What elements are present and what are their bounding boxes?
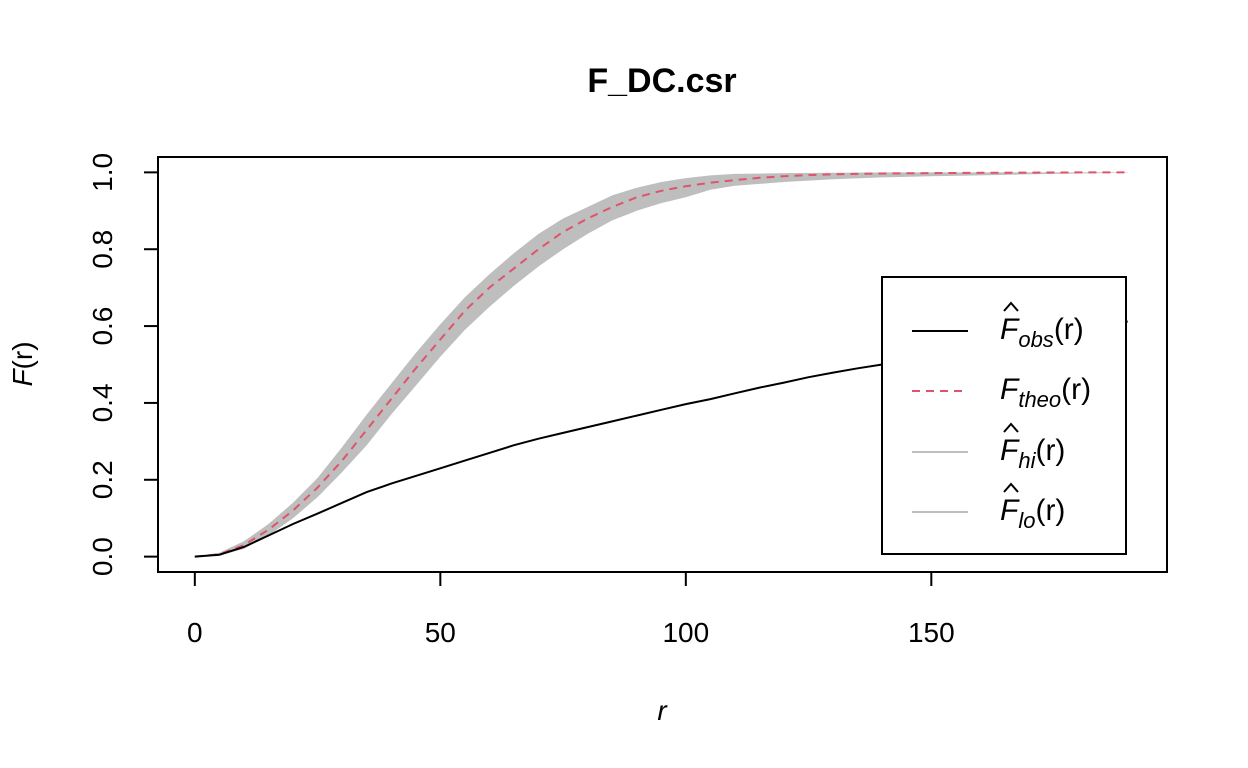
legend-label-arg: (r) <box>1035 494 1065 527</box>
legend-label-arg: (r) <box>1054 313 1084 346</box>
legend: Fobs(r)Ftheo(r)Fhi(r)Flo(r) <box>881 276 1127 555</box>
y-axis-label: F(r) <box>7 341 38 386</box>
legend-hat-obs <box>1003 301 1019 312</box>
x-tick-label: 100 <box>662 617 709 648</box>
legend-label-main: F <box>1000 313 1020 346</box>
legend-label-hi: Fhi(r) <box>1000 434 1065 473</box>
legend-label-lo: Flo(r) <box>1000 494 1065 533</box>
legend-label-arg: (r) <box>1035 434 1065 467</box>
legend-label-arg: (r) <box>1061 373 1091 406</box>
y-tick-label: 0.0 <box>87 537 118 576</box>
x-axis-label: r <box>657 695 668 726</box>
y-tick-label: 0.4 <box>87 383 118 422</box>
x-tick-label: 50 <box>425 617 456 648</box>
x-axis: 0 50 100 150 <box>187 571 955 648</box>
legend-hat-lo <box>1003 482 1019 493</box>
y-tick-label: 0.2 <box>87 460 118 499</box>
y-axis-label-arg: (r) <box>7 341 38 369</box>
legend-label-sub: hi <box>1018 448 1036 473</box>
y-tick-label: 0.6 <box>87 307 118 346</box>
y-axis-label-main: F <box>7 368 38 387</box>
x-tick-label: 0 <box>187 617 203 648</box>
x-tick-label: 150 <box>908 617 955 648</box>
legend-label-obs: Fobs(r) <box>1000 313 1084 352</box>
series-line-theo <box>194 171 1128 558</box>
y-tick-label: 0.8 <box>87 230 118 269</box>
envelope-band <box>194 172 1128 557</box>
y-axis: 0.0 0.2 0.4 0.6 0.8 1.0 <box>87 153 159 576</box>
legend-label-main: F <box>1000 434 1020 467</box>
legend-label-sub: theo <box>1018 387 1061 412</box>
chart-title: F_DC.csr <box>587 62 736 100</box>
legend-hat-hi <box>1003 422 1019 433</box>
legend-box <box>881 276 1127 555</box>
y-tick-label: 1.0 <box>87 153 118 192</box>
legend-label-sub: obs <box>1018 327 1053 352</box>
legend-label-main: F <box>1000 494 1020 527</box>
legend-label-theo: Ftheo(r) <box>1000 373 1091 412</box>
legend-label-main: F <box>1000 373 1020 406</box>
legend-label-sub: lo <box>1018 508 1035 533</box>
envelope-band-layer <box>194 172 1128 557</box>
